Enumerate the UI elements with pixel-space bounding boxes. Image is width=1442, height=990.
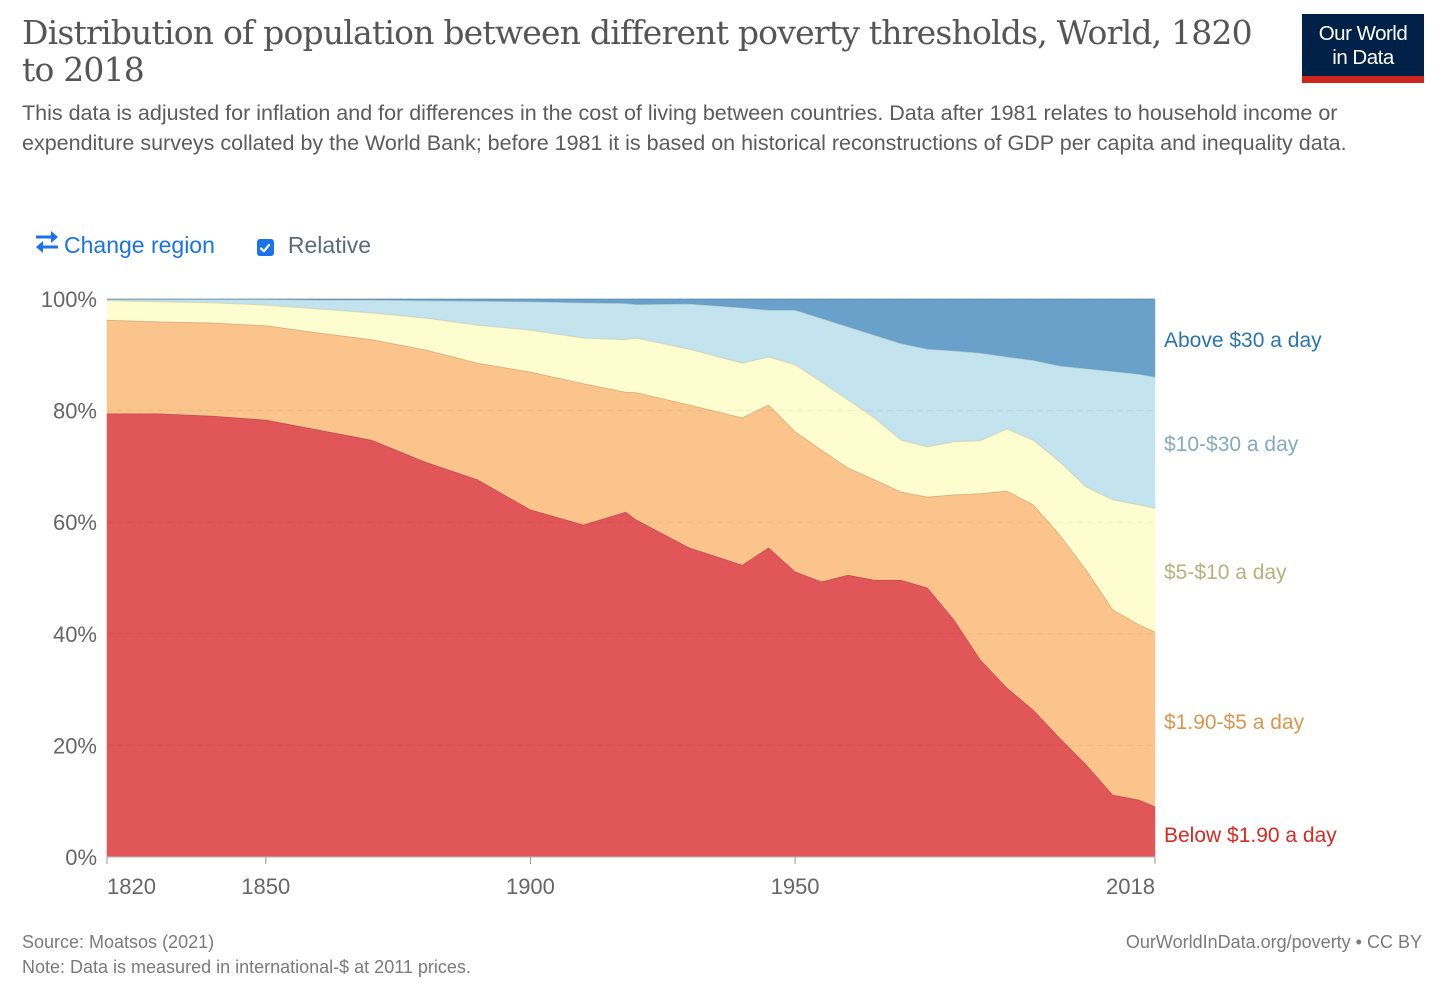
legend-label[interactable]: $10-$30 a day [1164, 433, 1299, 456]
note-text: Note: Data is measured in international-… [22, 957, 471, 977]
area-outline-below-1-90-a-day [107, 413, 1156, 808]
area-outline-1-90-5-a-day [106, 319, 1156, 633]
y-tick-label: 40% [53, 622, 97, 647]
x-tick-label: 1820 [107, 874, 156, 899]
checkmark-icon [260, 243, 271, 252]
credit-link[interactable]: OurWorldInData.org/poverty • CC BY [1125, 932, 1422, 952]
relative-toggle[interactable]: Relative [256, 231, 372, 259]
logo-line-2: in Data [1332, 46, 1394, 69]
owid-logo[interactable]: Our World in Data [1302, 14, 1424, 83]
x-tick-label: 1900 [506, 874, 555, 899]
x-tick-label: 2018 [1106, 874, 1155, 899]
swap-arrows-icon [32, 229, 64, 261]
stacked-area-chart: 0%20%40%60%80%100% 1820 1850 1900 1950 2018 … [41, 287, 1338, 899]
y-tick-label: 0% [65, 845, 97, 870]
legend-label[interactable]: Below $1.90 a day [1164, 824, 1337, 847]
x-tick-label: 1950 [771, 874, 820, 899]
y-axis: 0% 20% 40% 60% 80% 100% [41, 287, 97, 870]
area-outline-10-30-a-day [107, 299, 1156, 378]
x-tick-label: 1850 [241, 874, 290, 899]
legend-label[interactable]: Above $30 a day [1164, 329, 1322, 352]
footer-left: Source: Moatsos (2021) Note: Data is mea… [22, 930, 471, 980]
legend: Above $30 a day $10-$30 a day $5-$10 a day… [1164, 329, 1337, 847]
area-outline-5-10-a-day [106, 300, 1156, 509]
legend-label[interactable]: $5-$10 a day [1164, 561, 1287, 584]
logo-accent-bar [1302, 76, 1424, 83]
y-tick-label: 20% [53, 733, 97, 758]
y-tick-label: 100% [41, 287, 97, 312]
chart-subtitle: This data is adjusted for inflation and … [22, 101, 1347, 155]
legend-label[interactable]: $1.90-$5 a day [1164, 711, 1305, 734]
relative-label: Relative [287, 231, 372, 258]
x-axis: 1820 1850 1900 1950 2018 [106, 856, 1156, 899]
change-region-label: Change region [64, 231, 215, 258]
chart-title: Distribution of population between diffe… [22, 13, 1253, 89]
gridlines-overlay [107, 410, 1155, 746]
chart-controls: Change region Relative [32, 228, 371, 262]
area-series [106, 298, 1156, 858]
y-tick-label: 60% [53, 510, 97, 535]
logo-line-1: Our World [1318, 22, 1408, 45]
change-region-button[interactable]: Change region [32, 229, 215, 261]
source-text[interactable]: Source: Moatsos (2021) [22, 932, 215, 952]
relative-checkbox[interactable] [256, 239, 274, 256]
y-tick-label: 80% [53, 399, 97, 424]
